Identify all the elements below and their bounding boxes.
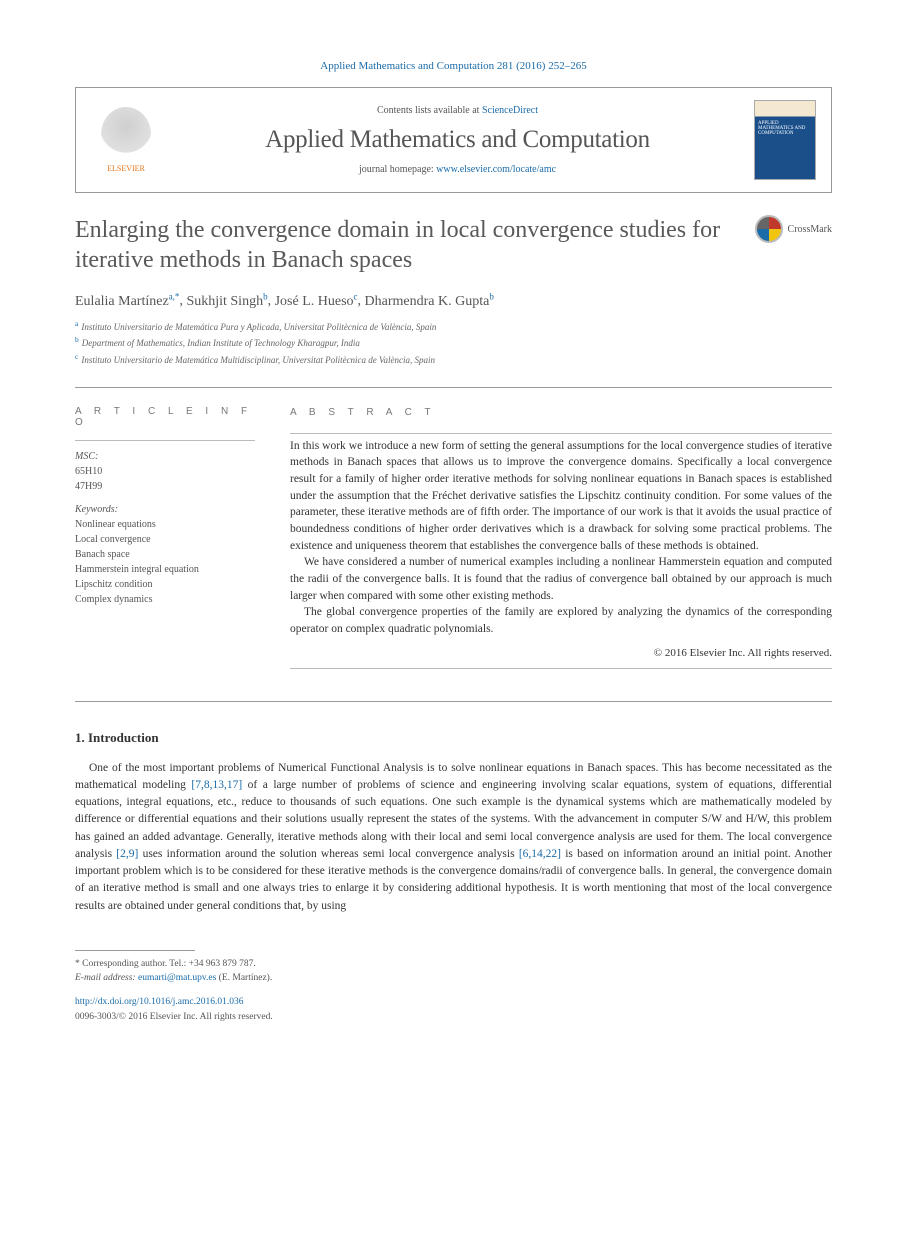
author-aff-link[interactable]: b bbox=[489, 291, 494, 301]
publisher-name: ELSEVIER bbox=[107, 164, 145, 173]
email-line: E-mail address: eumarti@mat.upv.es (E. M… bbox=[75, 971, 832, 985]
author: Dharmendra K. Guptab bbox=[365, 294, 494, 309]
author-aff-link[interactable]: a,* bbox=[169, 291, 180, 301]
contents-line: Contents lists available at ScienceDirec… bbox=[161, 105, 754, 116]
author: Sukhjit Singhb bbox=[186, 294, 267, 309]
doi-link[interactable]: http://dx.doi.org/10.1016/j.amc.2016.01.… bbox=[75, 997, 243, 1007]
email-label: E-mail address: bbox=[75, 973, 138, 983]
affiliation: cInstituto Universitario de Matemática M… bbox=[75, 351, 832, 368]
author: José L. Huesoc bbox=[275, 294, 358, 309]
sciencedirect-link[interactable]: ScienceDirect bbox=[482, 105, 538, 116]
crossmark-badge[interactable]: CrossMark bbox=[755, 215, 832, 243]
keyword: Local convergence bbox=[75, 532, 255, 547]
email-link[interactable]: eumarti@mat.upv.es bbox=[138, 973, 216, 983]
abstract-paragraph: We have considered a number of numerical… bbox=[290, 554, 832, 604]
abstract-column: A B S T R A C T In this work we introduc… bbox=[290, 406, 832, 673]
author-aff-link[interactable]: b bbox=[263, 291, 268, 301]
crossmark-label: CrossMark bbox=[788, 224, 832, 235]
article-title: Enlarging the convergence domain in loca… bbox=[75, 215, 755, 275]
journal-header-box: ELSEVIER Contents lists available at Sci… bbox=[75, 87, 832, 193]
contents-prefix: Contents lists available at bbox=[377, 105, 482, 116]
abstract-paragraph: The global convergence properties of the… bbox=[290, 604, 832, 637]
citation-header: Applied Mathematics and Computation 281 … bbox=[75, 60, 832, 72]
affiliation: bDepartment of Mathematics, Indian Insti… bbox=[75, 334, 832, 351]
abstract-heading: A B S T R A C T bbox=[290, 406, 832, 421]
doi-block: http://dx.doi.org/10.1016/j.amc.2016.01.… bbox=[75, 995, 832, 1024]
msc-code: 65H10 bbox=[75, 464, 255, 479]
footnotes: * Corresponding author. Tel.: +34 963 87… bbox=[75, 957, 832, 986]
issn-copyright: 0096-3003/© 2016 Elsevier Inc. All right… bbox=[75, 1010, 832, 1024]
msc-label: MSC: bbox=[75, 451, 255, 462]
author-aff-link[interactable]: c bbox=[354, 291, 358, 301]
introduction-text: One of the most important problems of Nu… bbox=[75, 760, 832, 915]
journal-name: Applied Mathematics and Computation bbox=[161, 126, 754, 154]
keyword: Lipschitz condition bbox=[75, 577, 255, 592]
email-suffix: (E. Martínez). bbox=[216, 973, 272, 983]
thin-divider bbox=[290, 433, 832, 434]
homepage-prefix: journal homepage: bbox=[359, 164, 436, 175]
authors-line: Eulalia Martíneza,*, Sukhjit Singhb, Jos… bbox=[75, 291, 832, 310]
keyword: Hammerstein integral equation bbox=[75, 562, 255, 577]
thin-divider bbox=[75, 440, 255, 441]
abstract-copyright: © 2016 Elsevier Inc. All rights reserved… bbox=[290, 646, 832, 662]
article-info-column: A R T I C L E I N F O MSC: 65H10 47H99 K… bbox=[75, 406, 255, 673]
keywords-label: Keywords: bbox=[75, 504, 255, 515]
citation-link[interactable]: [6,14,22] bbox=[519, 848, 561, 860]
author: Eulalia Martíneza,* bbox=[75, 294, 179, 309]
article-info-heading: A R T I C L E I N F O bbox=[75, 406, 255, 428]
msc-code: 47H99 bbox=[75, 479, 255, 494]
corresponding-author: * Corresponding author. Tel.: +34 963 87… bbox=[75, 957, 832, 971]
text-run: uses information around the solution whe… bbox=[138, 848, 518, 860]
footnote-divider bbox=[75, 950, 195, 951]
elsevier-logo: ELSEVIER bbox=[91, 100, 161, 180]
keyword: Banach space bbox=[75, 547, 255, 562]
keyword: Complex dynamics bbox=[75, 592, 255, 607]
citation-link[interactable]: [2,9] bbox=[116, 848, 138, 860]
homepage-line: journal homepage: www.elsevier.com/locat… bbox=[161, 164, 754, 175]
crossmark-icon bbox=[755, 215, 783, 243]
affiliation: aInstituto Universitario de Matemática P… bbox=[75, 318, 832, 335]
thin-divider bbox=[290, 668, 832, 669]
abstract-paragraph: In this work we introduce a new form of … bbox=[290, 438, 832, 555]
citation-link[interactable]: [7,8,13,17] bbox=[191, 779, 242, 791]
keyword: Nonlinear equations bbox=[75, 517, 255, 532]
section-heading: 1. Introduction bbox=[75, 730, 832, 746]
divider bbox=[75, 701, 832, 702]
homepage-link[interactable]: www.elsevier.com/locate/amc bbox=[436, 164, 556, 175]
affiliations: aInstituto Universitario de Matemática P… bbox=[75, 318, 832, 368]
journal-cover-thumbnail: APPLIED MATHEMATICS AND COMPUTATION bbox=[754, 100, 816, 180]
